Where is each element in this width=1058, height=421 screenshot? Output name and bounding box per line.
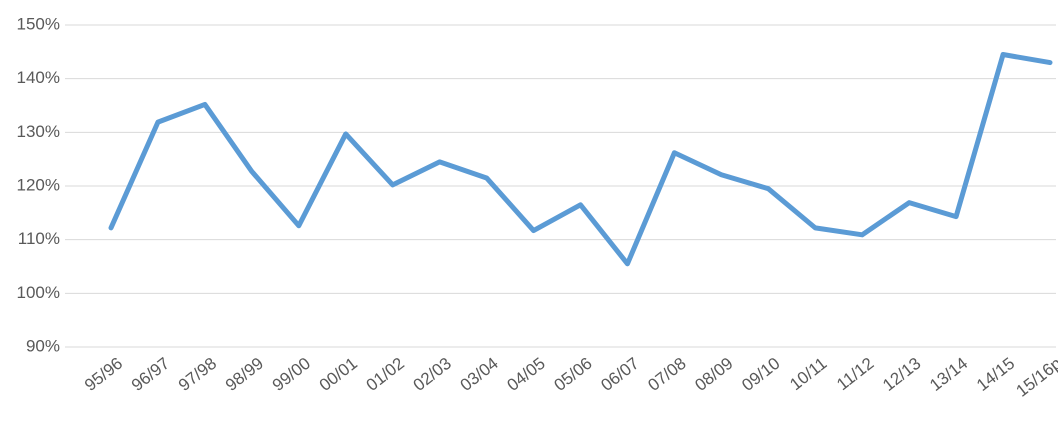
- x-tick-label: 03/04: [457, 354, 502, 395]
- y-tick-label: 150%: [17, 14, 60, 33]
- x-tick-label: 14/15: [973, 354, 1018, 395]
- x-tick-label: 07/08: [644, 354, 689, 395]
- y-tick-label: 130%: [17, 122, 60, 141]
- x-tick-label: 04/05: [504, 354, 549, 395]
- x-tick-label: 11/12: [833, 354, 877, 394]
- x-tick-label: 97/98: [175, 354, 220, 395]
- x-tick-label: 10/11: [786, 354, 830, 394]
- x-tick-label: 96/97: [128, 354, 173, 395]
- x-tick-label: 13/14: [926, 354, 971, 395]
- x-tick-label: 05/06: [550, 354, 595, 395]
- x-tick-label: 12/13: [879, 354, 924, 395]
- x-tick-label: 02/03: [410, 354, 455, 395]
- data-line: [108, 52, 1053, 267]
- x-tick-label: 09/10: [738, 354, 783, 395]
- y-tick-label: 90%: [26, 336, 60, 355]
- x-tick-label: 99/00: [269, 354, 314, 395]
- x-tick-label: 00/01: [316, 354, 361, 395]
- y-tick-label: 120%: [17, 175, 60, 194]
- x-tick-label: 08/09: [691, 354, 736, 395]
- x-tick-label: 06/07: [597, 354, 642, 395]
- x-tick-label: 15/16p: [1013, 354, 1058, 401]
- x-tick-label: 95/96: [81, 354, 126, 395]
- y-tick-label: 100%: [17, 283, 60, 302]
- x-tick-label: 98/99: [222, 354, 267, 395]
- y-tick-label: 110%: [18, 229, 60, 248]
- y-tick-label: 140%: [17, 68, 60, 87]
- x-tick-label: 01/02: [363, 354, 408, 395]
